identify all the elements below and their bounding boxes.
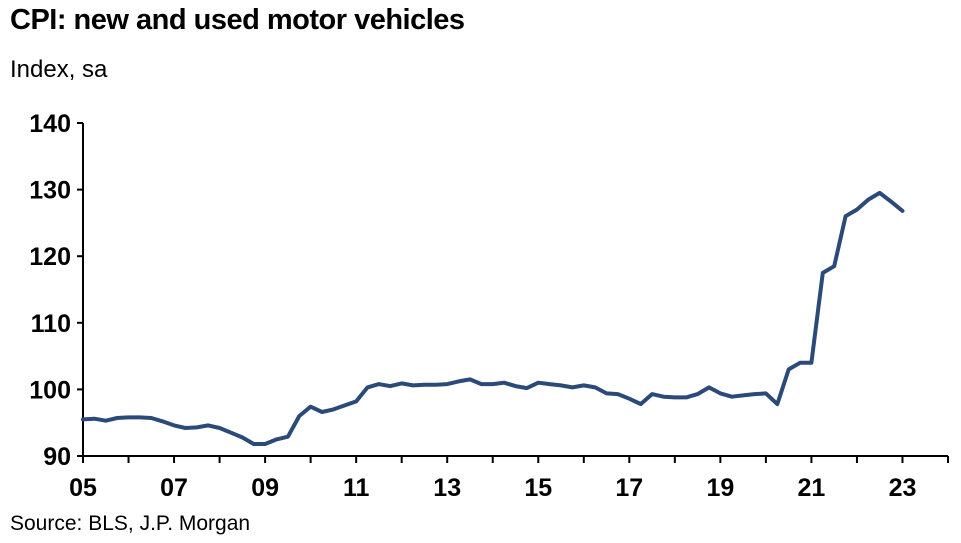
chart-subtitle: Index, sa bbox=[10, 56, 108, 83]
y-tick-label-100: 100 bbox=[29, 376, 71, 404]
x-tick-label-13: 13 bbox=[433, 474, 461, 502]
x-tick-label-15: 15 bbox=[524, 474, 552, 502]
x-tick-label-23: 23 bbox=[889, 474, 917, 502]
series-line-0 bbox=[81, 190, 905, 446]
x-tick-label-19: 19 bbox=[706, 474, 734, 502]
source-note: Source: BLS, J.P. Morgan bbox=[10, 512, 251, 535]
x-tick-label-09: 09 bbox=[251, 474, 279, 502]
series-layer bbox=[81, 190, 905, 446]
x-tick-label-21: 21 bbox=[798, 474, 826, 502]
x-tick-label-05: 05 bbox=[69, 474, 97, 502]
x-tick-labels: 05 07 09 11 13 15 17 19 21 23 bbox=[69, 474, 916, 502]
x-tick-label-11: 11 bbox=[343, 474, 370, 502]
y-tick-label-90: 90 bbox=[43, 443, 71, 471]
chart-title: CPI: new and used motor vehicles bbox=[10, 4, 465, 36]
y-tick-labels: 140 130 120 110 100 90 bbox=[29, 110, 71, 471]
y-tick-label-140: 140 bbox=[29, 110, 71, 138]
x-tick-label-07: 07 bbox=[160, 474, 188, 502]
y-tick-label-110: 110 bbox=[31, 310, 71, 338]
axes bbox=[77, 122, 949, 463]
y-tick-label-130: 130 bbox=[29, 177, 71, 205]
y-tick-label-120: 120 bbox=[29, 243, 71, 271]
x-tick-label-17: 17 bbox=[615, 474, 643, 502]
